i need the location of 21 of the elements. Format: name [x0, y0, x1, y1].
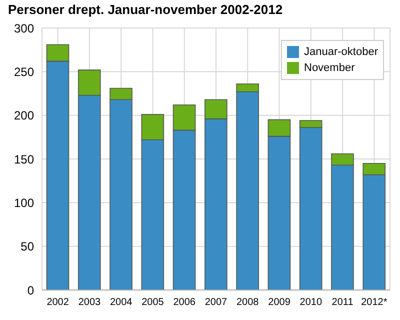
y-tick-label: 250	[14, 64, 34, 79]
x-tick-label: 2012*	[361, 297, 388, 308]
y-tick-label: 300	[14, 21, 34, 36]
x-tick-label: 2006	[173, 297, 196, 308]
x-tick-label: 2002	[46, 297, 70, 308]
x-tick-label: 2007	[204, 297, 228, 308]
y-tick-label: 150	[14, 152, 34, 166]
legend-label: Januar-oktober	[304, 45, 378, 60]
x-tick-label: 2003	[78, 297, 102, 308]
x-tick-label: 2011	[332, 297, 354, 308]
x-tick-label: 2010	[300, 297, 322, 308]
x-tick-label: 2004	[110, 297, 133, 308]
chart-title: Personer drept. Januar-november 2002-2012	[8, 2, 284, 19]
y-tick-label: 0	[27, 283, 34, 298]
x-tick-label: 2005	[142, 297, 164, 308]
y-tick-label: 50	[20, 240, 34, 254]
x-tick-label: 2008	[236, 297, 260, 308]
x-tick-label: 2009	[268, 297, 291, 308]
legend-label: November	[304, 61, 355, 76]
y-tick-label: 200	[14, 108, 34, 123]
y-tick-label: 100	[14, 196, 34, 210]
